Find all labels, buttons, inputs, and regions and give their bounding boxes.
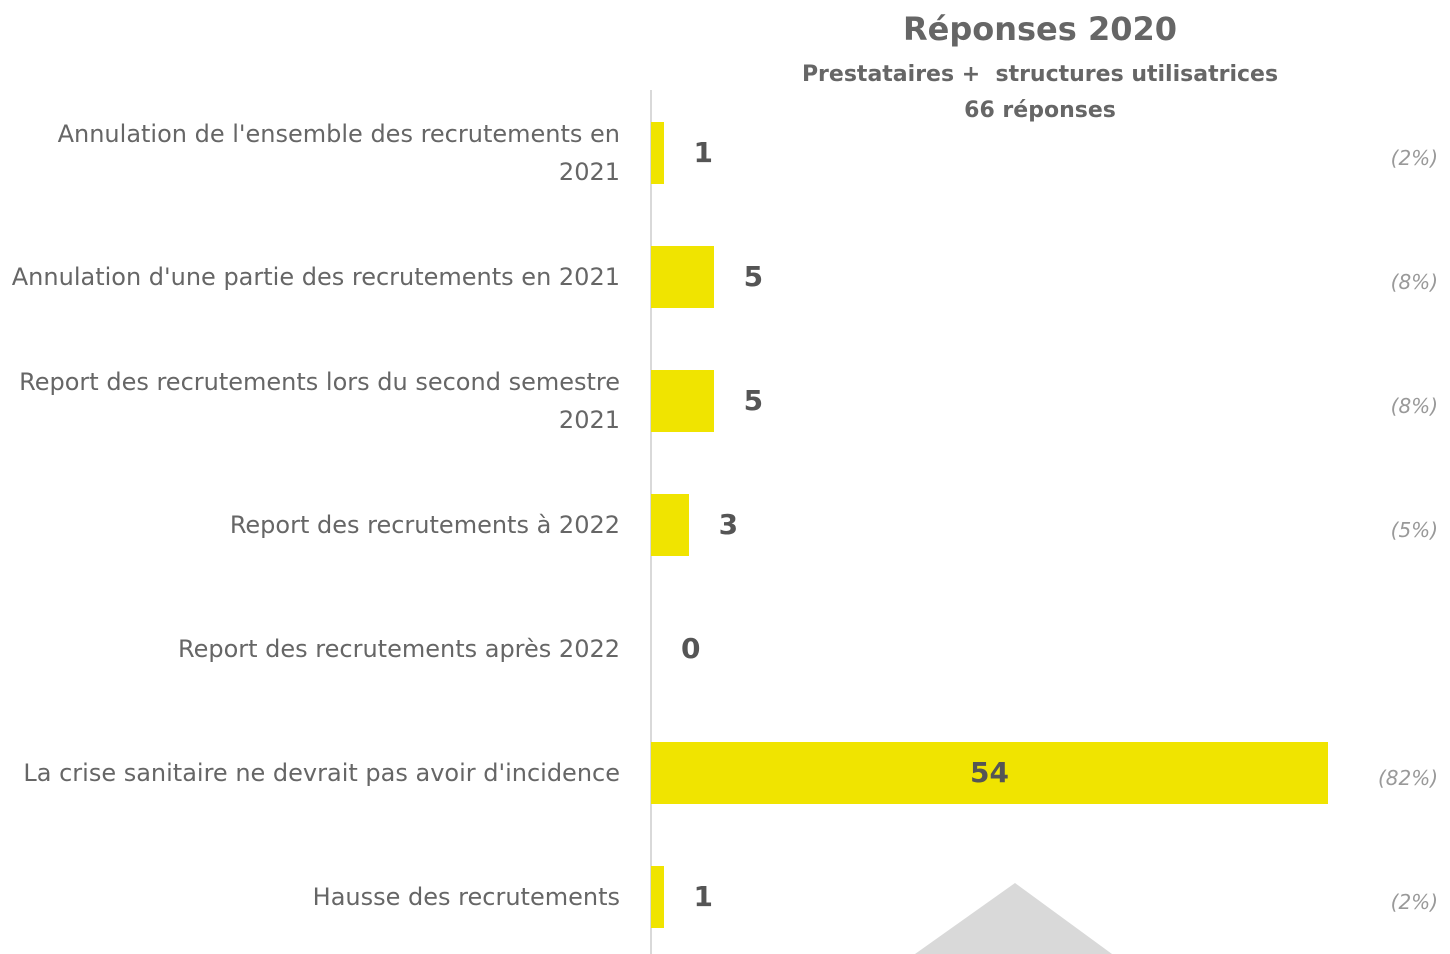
percent-label: (8%) bbox=[1390, 394, 1438, 418]
chart-subtitle: 66 réponses bbox=[964, 98, 1116, 123]
chart-subtitle: Prestataires + structures utilisatrices bbox=[801, 62, 1279, 87]
category-text: Annulation de l'ensemble des recrutement… bbox=[57, 120, 620, 186]
category-text: Report des recrutements lors du second s… bbox=[19, 368, 620, 434]
bar bbox=[651, 494, 689, 556]
percent-label: (2%) bbox=[1390, 890, 1438, 914]
category-text: Annulation d'une partie des recrutements… bbox=[11, 263, 620, 291]
data-label: 5 bbox=[743, 384, 764, 417]
bar bbox=[651, 370, 714, 432]
category-text: Report des recrutements à 2022 bbox=[229, 511, 620, 539]
data-label: 0 bbox=[681, 632, 701, 665]
data-label: 1 bbox=[693, 136, 714, 169]
bar bbox=[651, 866, 664, 928]
category-label: Annulation d'une partie des recrutements… bbox=[0, 215, 620, 339]
bar bbox=[651, 122, 664, 184]
bar bbox=[651, 742, 1328, 804]
bar bbox=[651, 246, 714, 308]
percent-label: (2%) bbox=[1390, 146, 1438, 170]
data-label: 5 bbox=[743, 260, 764, 293]
percent-label: (82%) bbox=[1377, 766, 1438, 790]
data-label: 1 bbox=[693, 880, 714, 913]
category-label: Hausse des recrutements bbox=[0, 835, 620, 954]
category-label: La crise sanitaire ne devrait pas avoir … bbox=[0, 711, 620, 835]
category-label: Report des recrutements à 2022 bbox=[0, 463, 620, 587]
category-text: Hausse des recrutements bbox=[312, 883, 620, 911]
data-label: 3 bbox=[718, 508, 739, 541]
data-label: 54 bbox=[970, 756, 1009, 789]
category-text: La crise sanitaire ne devrait pas avoir … bbox=[23, 759, 620, 787]
percent-label: (8%) bbox=[1390, 270, 1438, 294]
chart-title: Réponses 2020 bbox=[902, 10, 1177, 48]
category-text: Report des recrutements après 2022 bbox=[177, 635, 620, 663]
category-label: Report des recrutements après 2022 bbox=[0, 587, 620, 711]
percent-label: (5%) bbox=[1390, 518, 1438, 542]
category-label: Annulation de l'ensemble des recrutement… bbox=[0, 91, 620, 215]
triangle-shape bbox=[915, 883, 1112, 954]
category-label: Report des recrutements lors du second s… bbox=[0, 339, 620, 463]
